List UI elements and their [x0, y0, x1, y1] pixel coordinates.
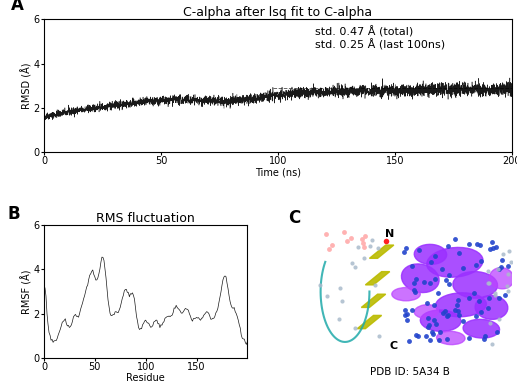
Text: B: B [7, 205, 20, 223]
Text: C: C [288, 209, 300, 227]
Ellipse shape [420, 310, 461, 331]
Y-axis label: RMSF (Å): RMSF (Å) [21, 269, 32, 314]
X-axis label: Time (ns): Time (ns) [255, 168, 301, 178]
Polygon shape [366, 272, 390, 285]
Ellipse shape [463, 319, 499, 338]
Ellipse shape [427, 247, 483, 277]
Y-axis label: RMSD (Å): RMSD (Å) [21, 63, 32, 109]
Polygon shape [370, 245, 394, 258]
Ellipse shape [453, 272, 497, 298]
Polygon shape [357, 315, 382, 329]
Ellipse shape [436, 293, 486, 317]
Ellipse shape [436, 331, 465, 345]
Polygon shape [361, 294, 386, 307]
Ellipse shape [475, 296, 508, 319]
Text: std. 0.47 Å (total)
std. 0.25 Å (last 100ns): std. 0.47 Å (total) std. 0.25 Å (last 10… [315, 26, 446, 51]
Ellipse shape [402, 264, 439, 293]
X-axis label: Residue: Residue [126, 373, 165, 384]
Title: RMSD
C-alpha after lsq fit to C-alpha: RMSD C-alpha after lsq fit to C-alpha [184, 0, 372, 19]
Title: RMS fluctuation: RMS fluctuation [96, 212, 195, 225]
Ellipse shape [392, 287, 420, 301]
Ellipse shape [414, 305, 438, 318]
Ellipse shape [490, 268, 514, 289]
Text: PDB ID: 5A34 B: PDB ID: 5A34 B [370, 367, 450, 377]
Text: A: A [11, 0, 24, 14]
Text: C: C [390, 341, 398, 351]
Text: N: N [385, 229, 394, 239]
Ellipse shape [414, 244, 447, 265]
